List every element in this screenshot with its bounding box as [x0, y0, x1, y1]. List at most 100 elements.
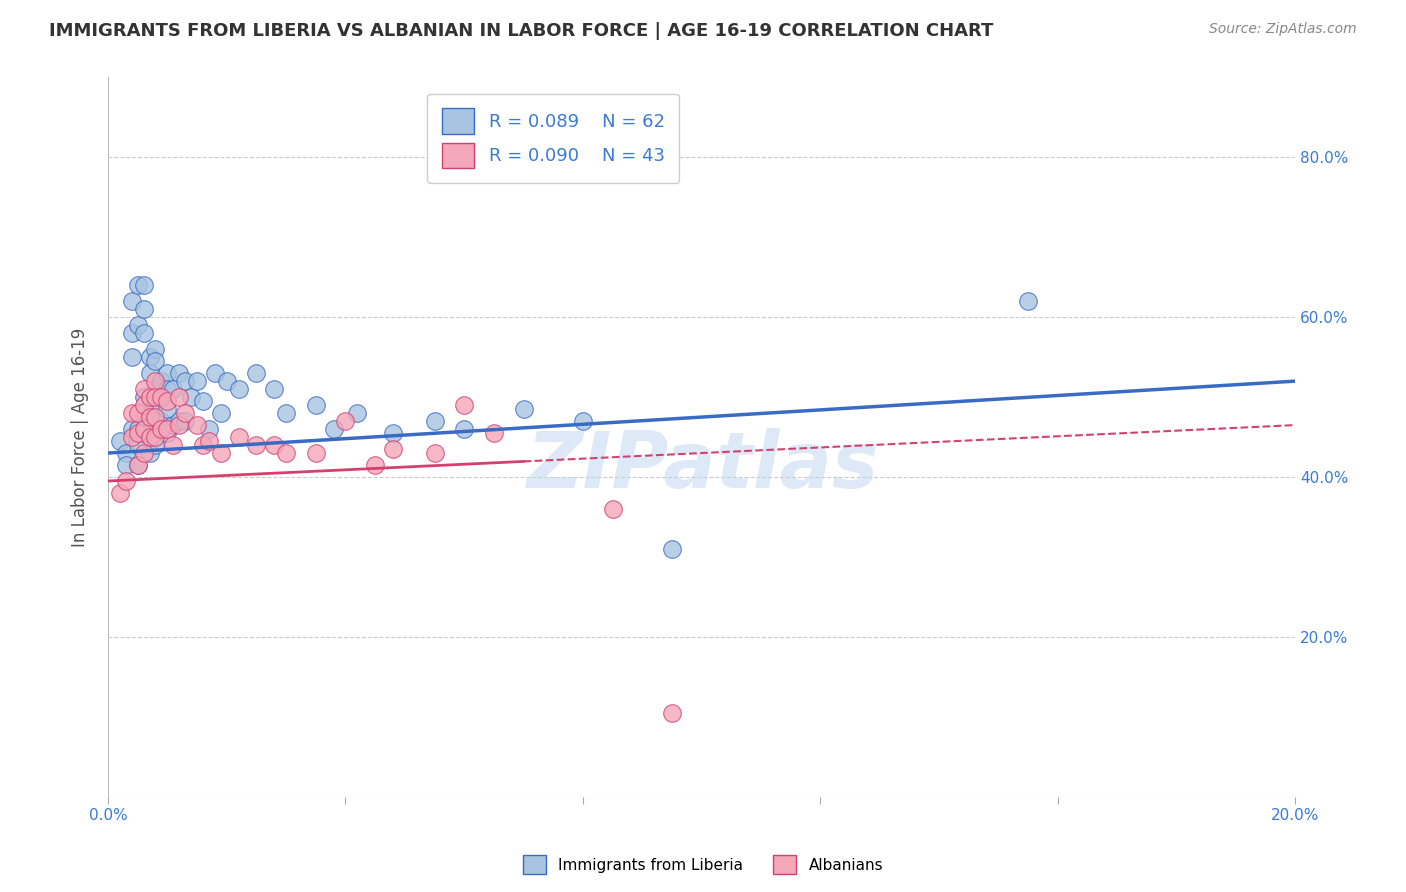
Point [108, 434, 131, 448]
Point [453, 398, 475, 412]
Point [453, 422, 475, 436]
Point [132, 425, 155, 440]
Point [305, 398, 328, 412]
Point [145, 410, 167, 425]
Point [121, 422, 143, 436]
Text: Source: ZipAtlas.com: Source: ZipAtlas.com [1209, 22, 1357, 37]
Point [228, 382, 250, 396]
Point [572, 414, 595, 428]
Point [156, 394, 179, 409]
Point [215, 374, 238, 388]
Point [145, 354, 167, 368]
Point [127, 458, 149, 472]
Y-axis label: In Labor Force | Age 16-19: In Labor Force | Age 16-19 [72, 327, 89, 547]
Point [274, 446, 297, 460]
Point [174, 414, 197, 428]
Point [305, 446, 328, 460]
Point [156, 402, 179, 417]
Point [198, 422, 221, 436]
Point [145, 414, 167, 428]
Point [512, 402, 534, 417]
Point [127, 422, 149, 436]
Point [127, 425, 149, 440]
Point [167, 418, 190, 433]
Point [132, 326, 155, 341]
Point [191, 438, 214, 452]
Point [423, 446, 446, 460]
Legend: R = 0.089    N = 62, R = 0.090    N = 43: R = 0.089 N = 62, R = 0.090 N = 43 [427, 94, 679, 183]
Point [132, 390, 155, 404]
Point [121, 326, 143, 341]
Point [162, 438, 184, 452]
Point [145, 342, 167, 356]
Point [150, 374, 173, 388]
Point [121, 430, 143, 444]
Point [132, 278, 155, 293]
Point [186, 418, 208, 433]
Text: IMMIGRANTS FROM LIBERIA VS ALBANIAN IN LABOR FORCE | AGE 16-19 CORRELATION CHART: IMMIGRANTS FROM LIBERIA VS ALBANIAN IN L… [49, 22, 994, 40]
Point [132, 410, 155, 425]
Point [156, 425, 179, 440]
Point [156, 422, 179, 436]
Point [132, 422, 155, 436]
Point [382, 442, 405, 456]
Point [209, 406, 232, 420]
Point [156, 382, 179, 396]
Point [228, 430, 250, 444]
Point [335, 414, 357, 428]
Point [132, 302, 155, 317]
Point [132, 398, 155, 412]
Point [145, 374, 167, 388]
Point [127, 438, 149, 452]
Point [121, 350, 143, 364]
Point [121, 406, 143, 420]
Point [382, 425, 405, 440]
Point [138, 390, 160, 404]
Point [661, 706, 683, 720]
Point [138, 410, 160, 425]
Point [114, 474, 136, 488]
Point [150, 414, 173, 428]
Point [138, 410, 160, 425]
Point [145, 390, 167, 404]
Point [167, 390, 190, 404]
Legend: Immigrants from Liberia, Albanians: Immigrants from Liberia, Albanians [516, 849, 890, 880]
Point [1017, 294, 1039, 309]
Point [145, 382, 167, 396]
Point [167, 366, 190, 380]
Point [180, 390, 202, 404]
Point [482, 425, 505, 440]
Point [138, 446, 160, 460]
Point [108, 486, 131, 500]
Point [204, 366, 226, 380]
Point [209, 446, 232, 460]
Point [138, 390, 160, 404]
Point [174, 374, 197, 388]
Point [132, 446, 155, 460]
Point [167, 414, 190, 428]
Point [174, 406, 197, 420]
Point [162, 418, 184, 433]
Point [127, 318, 149, 333]
Point [145, 430, 167, 444]
Point [121, 294, 143, 309]
Point [114, 446, 136, 460]
Point [423, 414, 446, 428]
Point [602, 502, 624, 516]
Point [245, 438, 267, 452]
Point [263, 382, 285, 396]
Point [127, 458, 149, 472]
Point [162, 382, 184, 396]
Point [132, 382, 155, 396]
Point [138, 430, 160, 444]
Point [138, 350, 160, 364]
Point [198, 434, 221, 448]
Point [274, 406, 297, 420]
Point [127, 406, 149, 420]
Point [322, 422, 344, 436]
Point [661, 541, 683, 556]
Point [364, 458, 387, 472]
Point [114, 458, 136, 472]
Point [263, 438, 285, 452]
Point [150, 422, 173, 436]
